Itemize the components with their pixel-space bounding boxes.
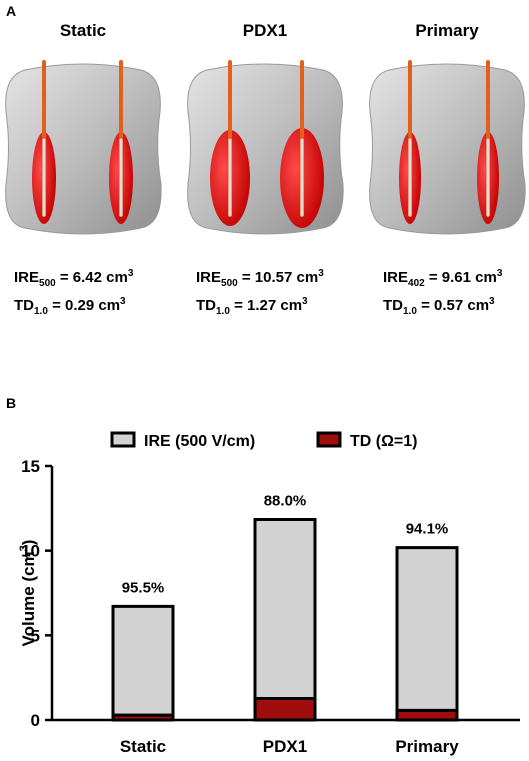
panel-a: A Static PDX1 Primary IRE500 = 6.42 cm3 … (5, 3, 526, 317)
td-volume-label: TD1.0 = 0.57 cm3 (383, 296, 495, 317)
tissue-model (5, 63, 162, 235)
x-tick-label: PDX1 (263, 737, 307, 756)
bar-segment (395, 546, 459, 712)
ire-volume-label: IRE500 = 10.57 cm3 (196, 268, 324, 289)
ire-volume-label: IRE500 = 6.42 cm3 (14, 268, 134, 289)
y-tick-label: 5 (31, 626, 40, 645)
x-tick-label: Primary (395, 737, 459, 756)
tissue-model (369, 63, 526, 235)
electrodes (42, 60, 490, 217)
model-title: Static (60, 21, 106, 40)
panel-label: A (6, 3, 16, 19)
y-axis-label: Volume (cm3) (18, 540, 38, 647)
panel-label: B (6, 395, 16, 411)
model-title: Primary (415, 21, 479, 40)
bar-label: 95.5% (122, 579, 165, 596)
y-tick-label: 0 (31, 711, 40, 730)
bar-label: 88.0% (264, 493, 307, 510)
legend-label: IRE (500 V/cm) (144, 433, 255, 450)
y-tick-label: 15 (21, 457, 40, 476)
ire-volume-label: IRE402 = 9.61 cm3 (383, 268, 503, 289)
bar-segment (253, 518, 317, 700)
x-tick-label: Static (120, 737, 166, 756)
legend-swatch (316, 431, 342, 448)
bar-segment (111, 604, 175, 717)
bar-label: 94.1% (406, 521, 449, 538)
bar-segment (253, 696, 317, 722)
legend-swatch (110, 431, 136, 448)
td-volume-label: TD1.0 = 0.29 cm3 (14, 296, 126, 317)
panel-b: B Volume (cm3) 0 5 10 15 95.5% Static 88.0% PDX… (6, 395, 520, 756)
model-title: PDX1 (243, 21, 287, 40)
legend-label: TD (Ω=1) (350, 433, 418, 450)
td-volume-label: TD1.0 = 1.27 cm3 (196, 296, 308, 317)
y-tick-label: 10 (21, 542, 40, 561)
